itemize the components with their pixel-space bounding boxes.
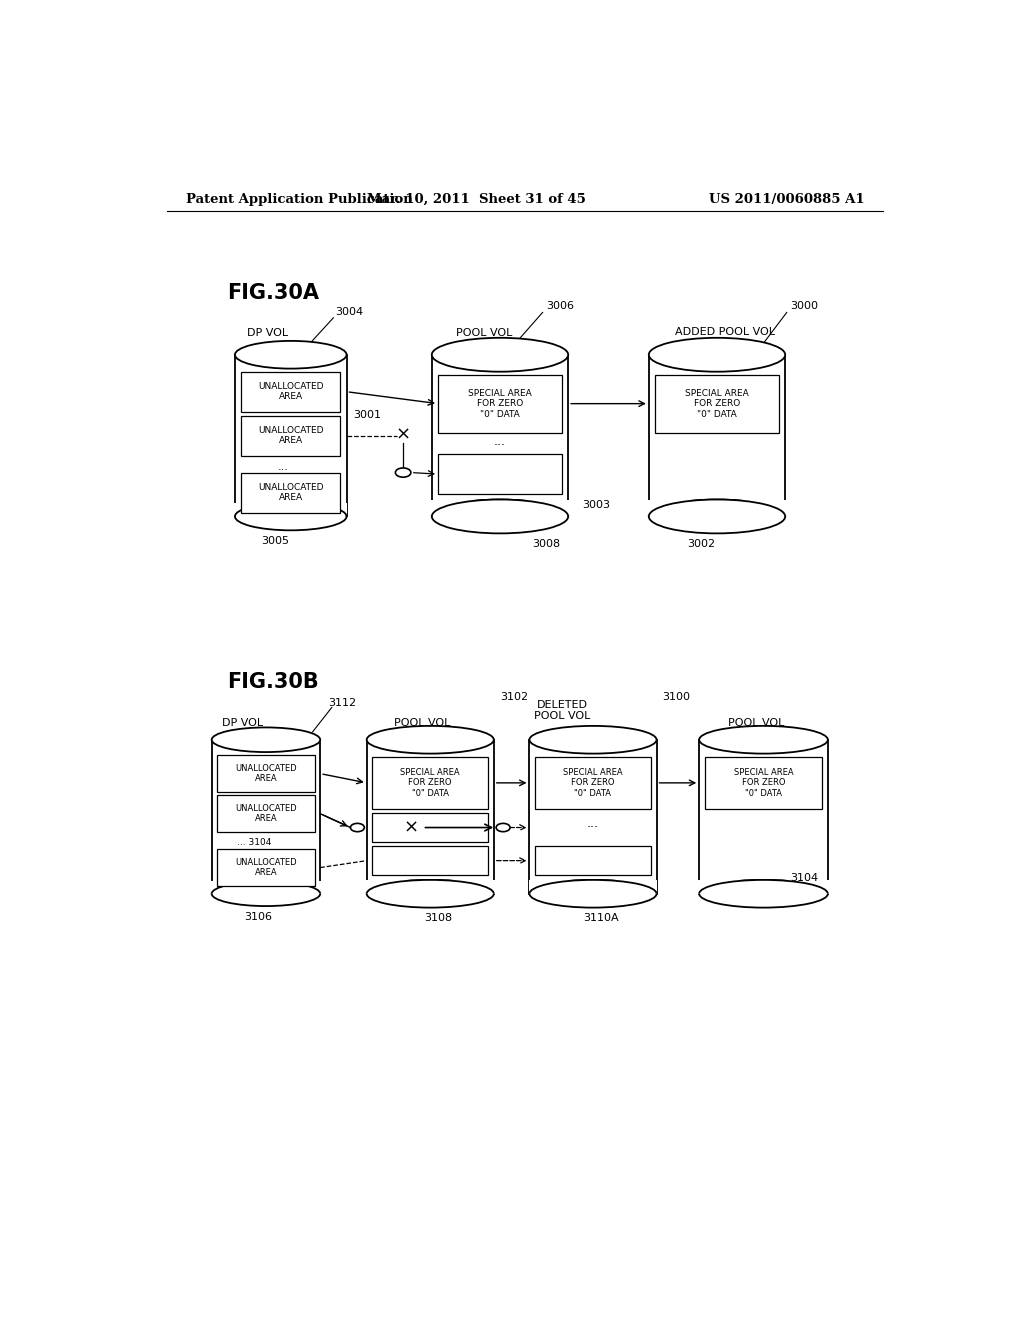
Polygon shape (366, 880, 495, 894)
Polygon shape (528, 880, 657, 894)
Text: ADDED POOL VOL: ADDED POOL VOL (675, 326, 775, 337)
Text: UNALLOCATED
AREA: UNALLOCATED AREA (236, 858, 297, 878)
Polygon shape (234, 355, 346, 516)
Polygon shape (367, 739, 494, 894)
Ellipse shape (367, 726, 494, 754)
FancyBboxPatch shape (655, 375, 779, 433)
Text: DP VOL: DP VOL (247, 329, 288, 338)
Text: 3005: 3005 (261, 536, 289, 546)
FancyBboxPatch shape (535, 846, 651, 875)
FancyBboxPatch shape (217, 849, 314, 886)
Text: ...: ... (278, 462, 289, 471)
Text: US 2011/0060885 A1: US 2011/0060885 A1 (709, 193, 864, 206)
Text: 3112: 3112 (328, 698, 356, 708)
Ellipse shape (395, 469, 411, 478)
Text: POOL VOL: POOL VOL (457, 329, 513, 338)
Text: POOL VOL: POOL VOL (394, 718, 451, 727)
Polygon shape (211, 882, 321, 894)
Text: FIG.30B: FIG.30B (227, 672, 318, 692)
Text: SPECIAL AREA
FOR ZERO
"0" DATA: SPECIAL AREA FOR ZERO "0" DATA (468, 389, 531, 418)
FancyBboxPatch shape (535, 756, 651, 809)
Text: FIG.30A: FIG.30A (227, 284, 319, 304)
Text: 3003: 3003 (583, 500, 610, 510)
Polygon shape (698, 880, 828, 894)
Ellipse shape (699, 880, 827, 908)
Text: SPECIAL AREA
FOR ZERO
"0" DATA: SPECIAL AREA FOR ZERO "0" DATA (400, 768, 460, 797)
Text: ×: × (395, 425, 411, 444)
Text: 3008: 3008 (532, 539, 560, 549)
Text: 3102: 3102 (500, 693, 528, 702)
Text: SPECIAL AREA
FOR ZERO
"0" DATA: SPECIAL AREA FOR ZERO "0" DATA (685, 389, 749, 418)
Text: UNALLOCATED
AREA: UNALLOCATED AREA (236, 804, 297, 824)
FancyBboxPatch shape (372, 846, 488, 875)
Polygon shape (649, 355, 785, 516)
Text: UNALLOCATED
AREA: UNALLOCATED AREA (258, 426, 324, 445)
Ellipse shape (649, 499, 785, 533)
Text: 3006: 3006 (547, 301, 574, 312)
Text: UNALLOCATED
AREA: UNALLOCATED AREA (258, 483, 324, 503)
FancyBboxPatch shape (372, 756, 488, 809)
FancyBboxPatch shape (705, 756, 822, 809)
Ellipse shape (234, 341, 346, 368)
Polygon shape (699, 739, 827, 894)
Text: 3100: 3100 (662, 693, 690, 702)
Text: ...: ... (587, 817, 599, 830)
Ellipse shape (234, 503, 346, 531)
FancyBboxPatch shape (438, 454, 562, 494)
FancyBboxPatch shape (217, 795, 314, 832)
Text: 3108: 3108 (424, 913, 452, 924)
Text: 3106: 3106 (244, 912, 272, 921)
FancyBboxPatch shape (372, 813, 488, 842)
FancyBboxPatch shape (241, 372, 340, 412)
Text: 3001: 3001 (352, 409, 381, 420)
Ellipse shape (649, 338, 785, 372)
Polygon shape (212, 739, 321, 894)
Ellipse shape (350, 824, 365, 832)
Text: UNALLOCATED
AREA: UNALLOCATED AREA (236, 764, 297, 783)
Text: 3000: 3000 (790, 301, 818, 312)
Polygon shape (431, 499, 569, 516)
Text: ...: ... (494, 436, 506, 449)
Text: SPECIAL AREA
FOR ZERO
"0" DATA: SPECIAL AREA FOR ZERO "0" DATA (733, 768, 794, 797)
Ellipse shape (212, 727, 321, 752)
FancyBboxPatch shape (438, 375, 562, 433)
Ellipse shape (432, 499, 568, 533)
Text: DELETED
POOL VOL: DELETED POOL VOL (534, 700, 590, 721)
Ellipse shape (432, 338, 568, 372)
Text: DP VOL: DP VOL (222, 718, 263, 727)
Text: POOL VOL: POOL VOL (728, 718, 784, 727)
Text: UNALLOCATED
AREA: UNALLOCATED AREA (258, 381, 324, 401)
Text: 3110A: 3110A (583, 913, 618, 924)
FancyBboxPatch shape (241, 416, 340, 455)
Polygon shape (648, 499, 786, 516)
Text: ×: × (403, 818, 419, 837)
Ellipse shape (529, 880, 656, 908)
Text: 3104: 3104 (791, 874, 818, 883)
Ellipse shape (529, 726, 656, 754)
Ellipse shape (212, 882, 321, 906)
FancyBboxPatch shape (241, 473, 340, 512)
Ellipse shape (496, 824, 510, 832)
Text: Mar. 10, 2011  Sheet 31 of 45: Mar. 10, 2011 Sheet 31 of 45 (368, 193, 586, 206)
Text: ... 3104: ... 3104 (238, 837, 271, 846)
Text: Patent Application Publication: Patent Application Publication (186, 193, 413, 206)
Text: 3002: 3002 (687, 539, 716, 549)
Text: 3004: 3004 (335, 308, 362, 317)
Text: SPECIAL AREA
FOR ZERO
"0" DATA: SPECIAL AREA FOR ZERO "0" DATA (563, 768, 623, 797)
Ellipse shape (367, 880, 494, 908)
FancyBboxPatch shape (217, 755, 314, 792)
Polygon shape (432, 355, 568, 516)
Polygon shape (529, 739, 656, 894)
Polygon shape (234, 503, 347, 516)
Ellipse shape (699, 726, 827, 754)
